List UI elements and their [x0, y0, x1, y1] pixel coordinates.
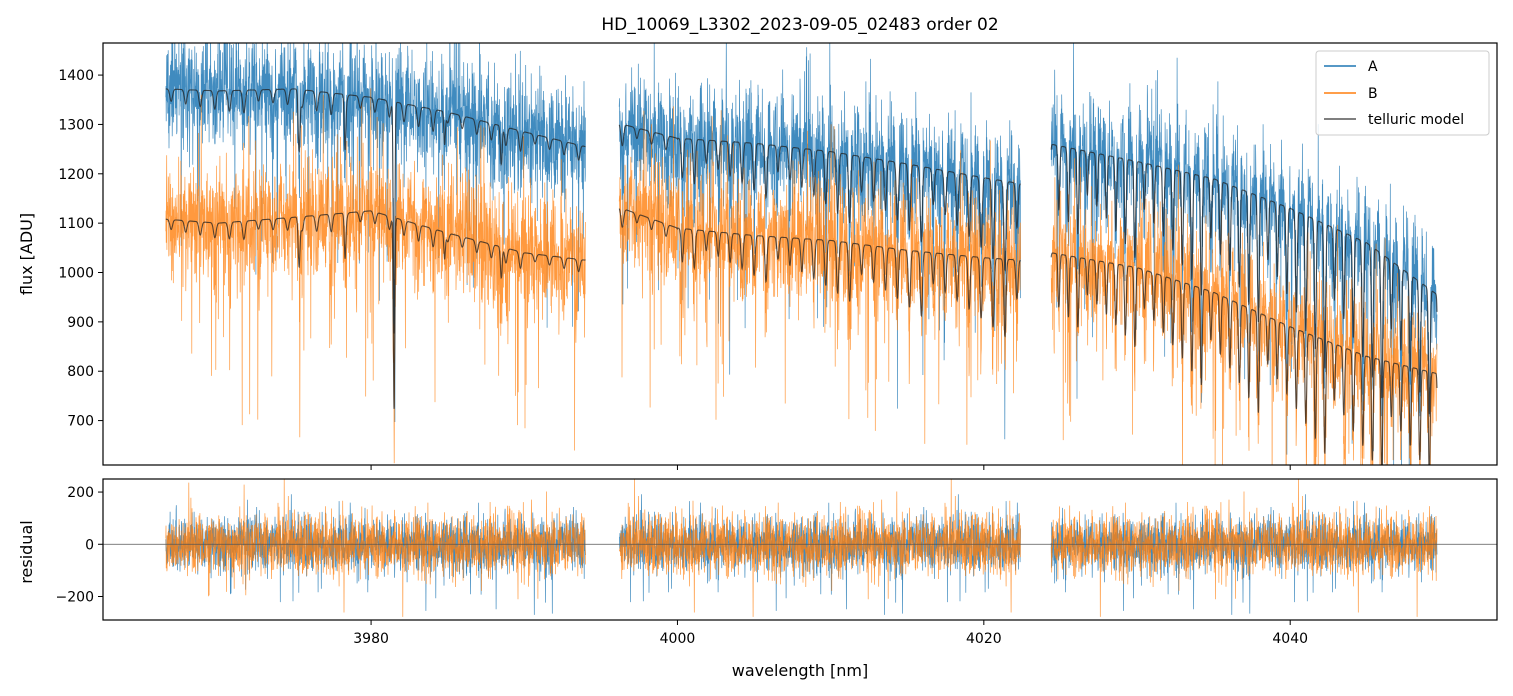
bottom-panel-frame — [102, 478, 1498, 621]
series-a-line-segment-1 — [165, 43, 586, 423]
top-x-axis-ticks — [370, 465, 1291, 470]
residual-b-segment-1 — [165, 479, 586, 617]
telluric-model-a-segment-3 — [1050, 143, 1438, 415]
series-b-line-segment-2 — [618, 106, 1021, 445]
top-y-tick-label: 800 — [67, 364, 94, 380]
top-y-tick-label: 1400 — [58, 68, 94, 84]
bottom-y-tick-label: −200 — [56, 590, 94, 606]
top-y-axis: 700 800 900 1000 1100 1200 1300 1400 — [58, 68, 103, 430]
top-y-tick-label: 1200 — [58, 167, 94, 183]
top-y-tick-label: 1000 — [58, 266, 94, 282]
top-y-tick-label: 1300 — [58, 117, 94, 133]
x-axis-label: wavelength [nm] — [732, 661, 869, 680]
telluric-model-a-segment-2 — [618, 124, 1021, 272]
legend-label-a: A — [1368, 59, 1378, 75]
legend-box — [1315, 50, 1490, 136]
top-panel-frame — [102, 42, 1498, 466]
bottom-y-axis-label: residual — [17, 520, 36, 583]
top-panel-plot-area — [165, 43, 1438, 465]
bottom-y-tick-label: 0 — [85, 537, 94, 553]
bottom-x-tick-label: 3980 — [353, 631, 389, 647]
top-y-tick-label: 900 — [67, 315, 94, 331]
telluric-model-b-segment-1 — [165, 210, 586, 409]
bottom-panel-plot-area — [103, 479, 1497, 617]
bottom-x-axis: 3980 4000 4020 4040 — [353, 620, 1308, 647]
top-y-tick-label: 700 — [67, 414, 94, 430]
telluric-model-b-segment-2 — [618, 208, 1021, 338]
legend-label-telluric: telluric model — [1368, 112, 1464, 128]
series-a-line-segment-2 — [618, 43, 1021, 440]
residual-b-segment-3 — [1050, 479, 1438, 617]
bottom-x-tick-label: 4020 — [966, 631, 1002, 647]
bottom-y-axis: −200 0 200 — [56, 485, 103, 606]
residual-b-segment-2 — [618, 479, 1021, 617]
top-y-axis-label: flux [ADU] — [17, 213, 36, 295]
legend-label-b: B — [1368, 86, 1378, 102]
telluric-model-a-segment-1 — [165, 88, 586, 334]
telluric-model-b-segment-3 — [1050, 252, 1438, 465]
legend: A B telluric model — [1315, 50, 1490, 136]
bottom-x-tick-label: 4040 — [1272, 631, 1308, 647]
bottom-y-tick-label: 200 — [67, 485, 94, 501]
bottom-x-tick-label: 4000 — [660, 631, 696, 647]
chart-title: HD_10069_L3302_2023-09-05_02483 order 02 — [601, 15, 998, 35]
series-b-line-segment-1 — [165, 88, 586, 464]
top-y-tick-label: 1100 — [58, 216, 94, 232]
